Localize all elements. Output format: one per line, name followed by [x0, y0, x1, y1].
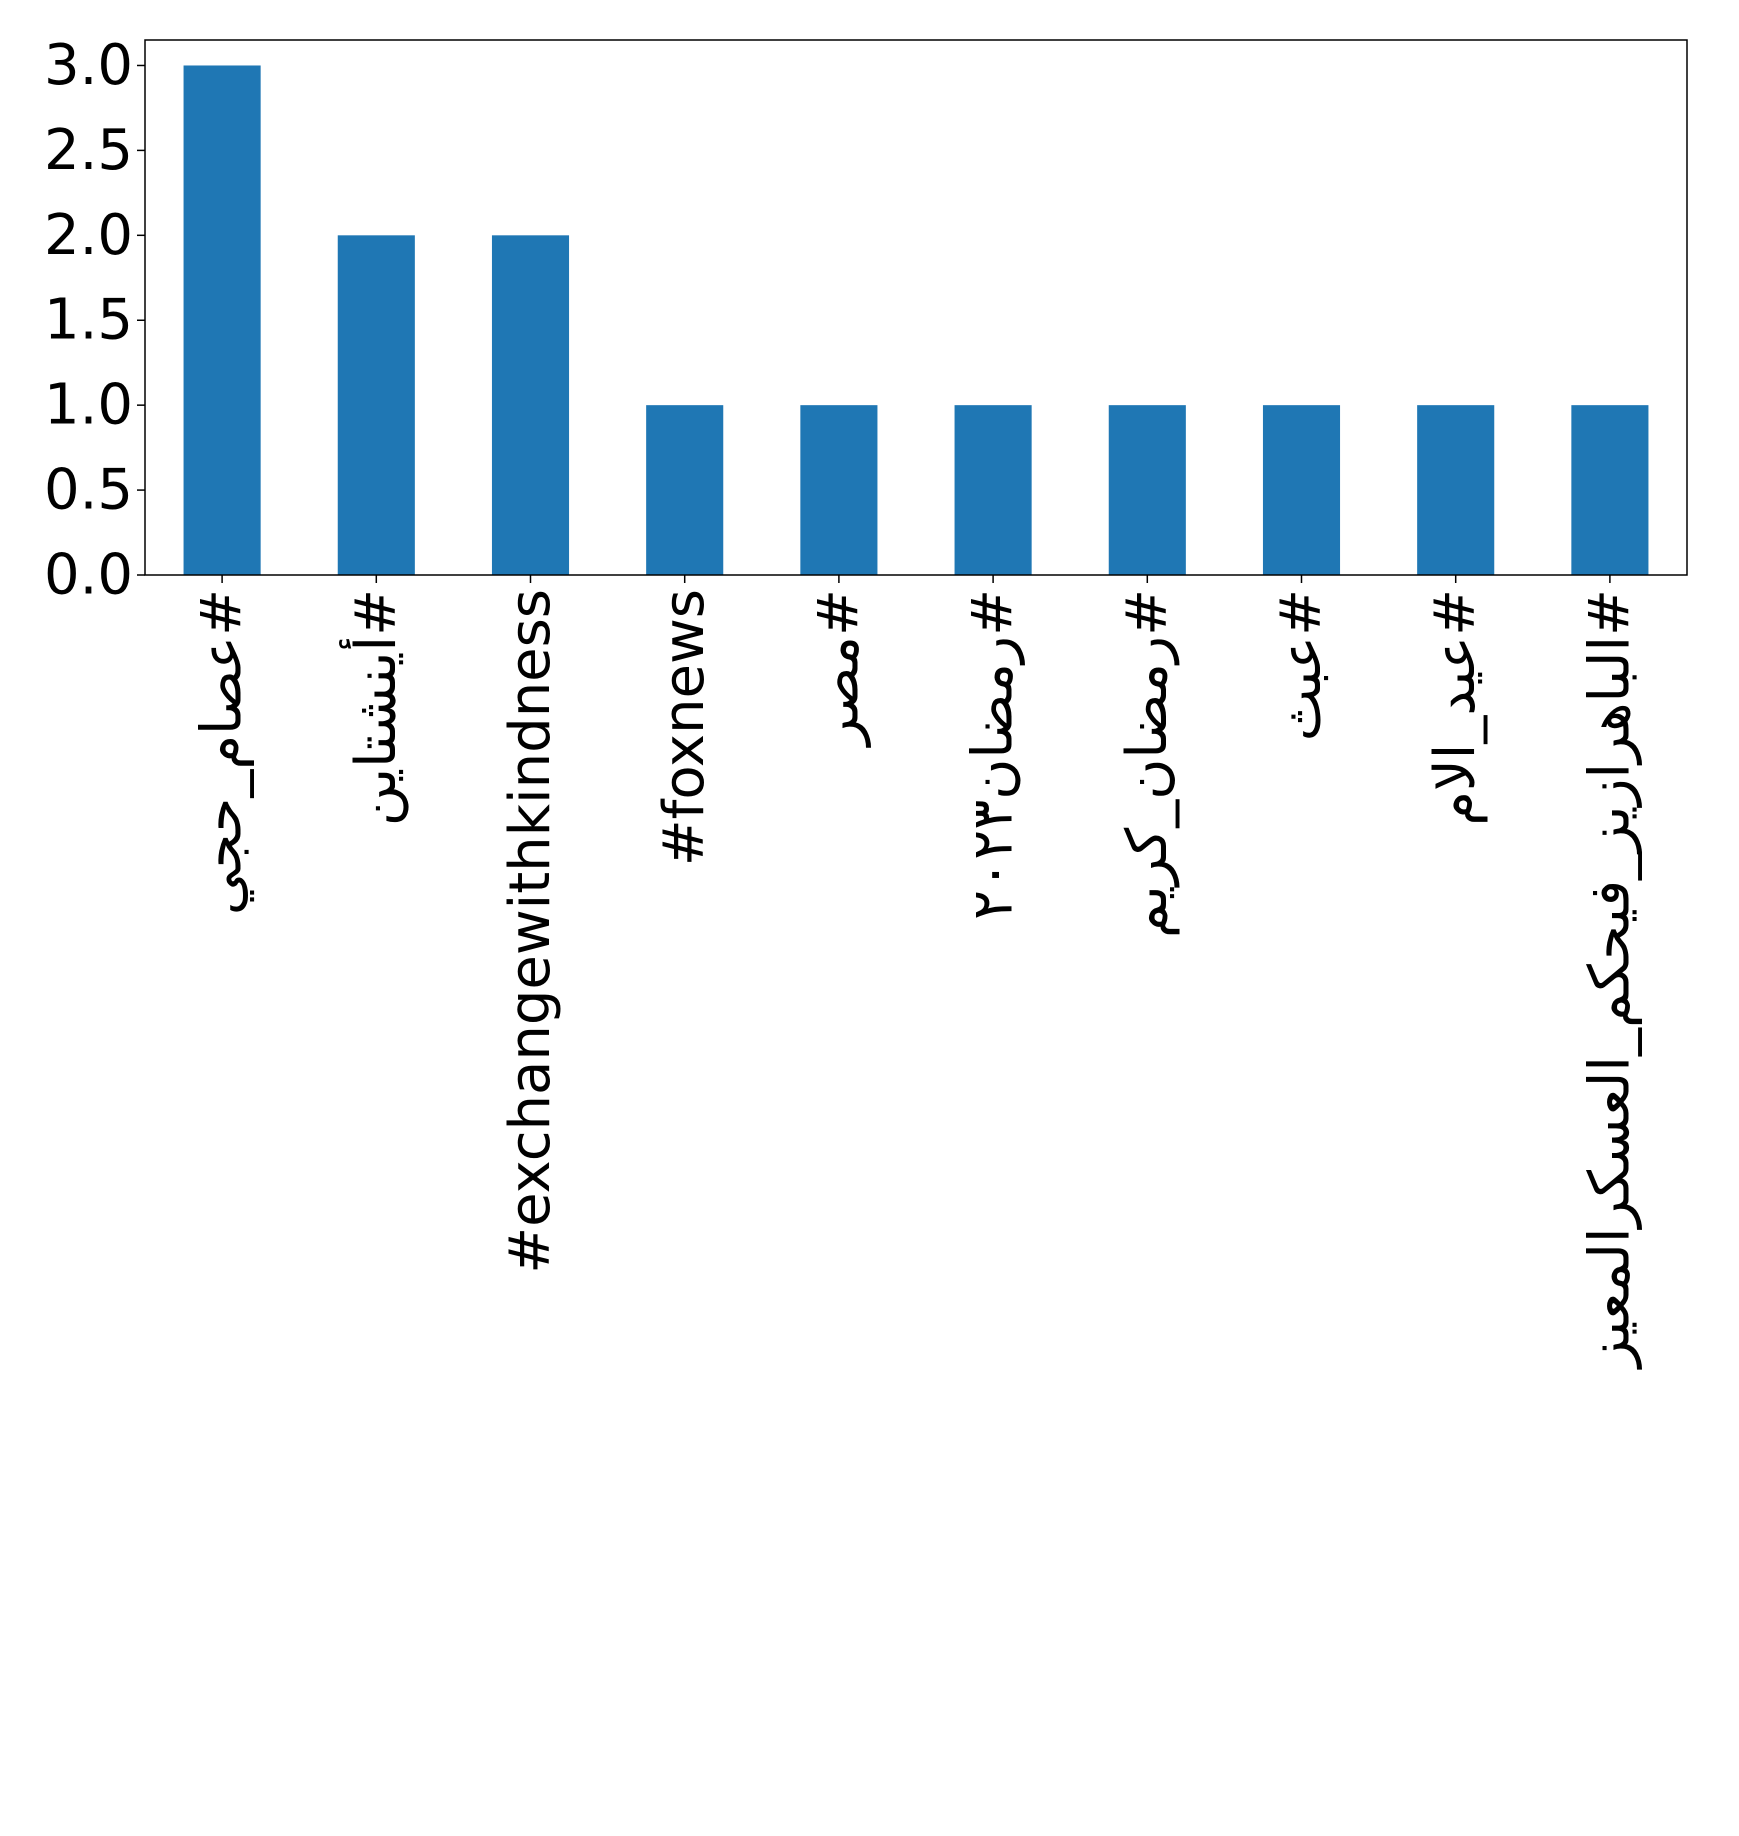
bar-5: [954, 405, 1032, 575]
bar-7: [1262, 405, 1341, 575]
x-axis: #عصام_حجي #أينشتاين #exchangewithkindness #…: [190, 575, 1642, 1370]
x-tick-label: #الباهرازيز_فيحكم_العسكرالمعيز: [1577, 589, 1642, 1370]
bar-0: [183, 65, 261, 575]
y-tick-label: 1.0: [44, 373, 133, 438]
bar-8: [1417, 405, 1495, 575]
y-tick-label: 2.5: [44, 118, 133, 183]
bar-3: [646, 405, 724, 575]
y-tick-label: 3.0: [44, 33, 133, 98]
y-tick-label: 0.5: [44, 458, 133, 523]
x-tick-label: #مصر: [806, 589, 871, 748]
plot-frame: [144, 39, 1688, 576]
y-axis: 0.0 0.5 1.0 1.5 2.0 2.5 3.0: [44, 33, 145, 608]
x-tick-label: #رمضان_كريم: [1115, 589, 1180, 938]
x-tick-label: #رمضان٢٠٢٣: [961, 589, 1026, 920]
bar-1: [337, 235, 415, 576]
x-tick-label: #عبث: [1269, 589, 1334, 741]
y-tick-label: 1.5: [44, 288, 133, 353]
bar-9: [1571, 405, 1649, 575]
x-tick-label: #foxnews: [652, 589, 717, 866]
bar-4: [800, 405, 878, 575]
x-tick-label: #exchangewithkindness: [498, 589, 563, 1274]
bar-6: [1108, 405, 1186, 575]
x-tick-label: #عصام_حجي: [190, 589, 255, 915]
y-tick-label: 0.0: [44, 543, 133, 608]
x-tick-label: #عيد_الام: [1423, 589, 1488, 826]
x-tick-label: #أينشتاين: [339, 589, 409, 826]
y-tick-label: 2.0: [44, 203, 133, 268]
bar-2: [491, 235, 570, 576]
bars-group: [183, 65, 1649, 576]
